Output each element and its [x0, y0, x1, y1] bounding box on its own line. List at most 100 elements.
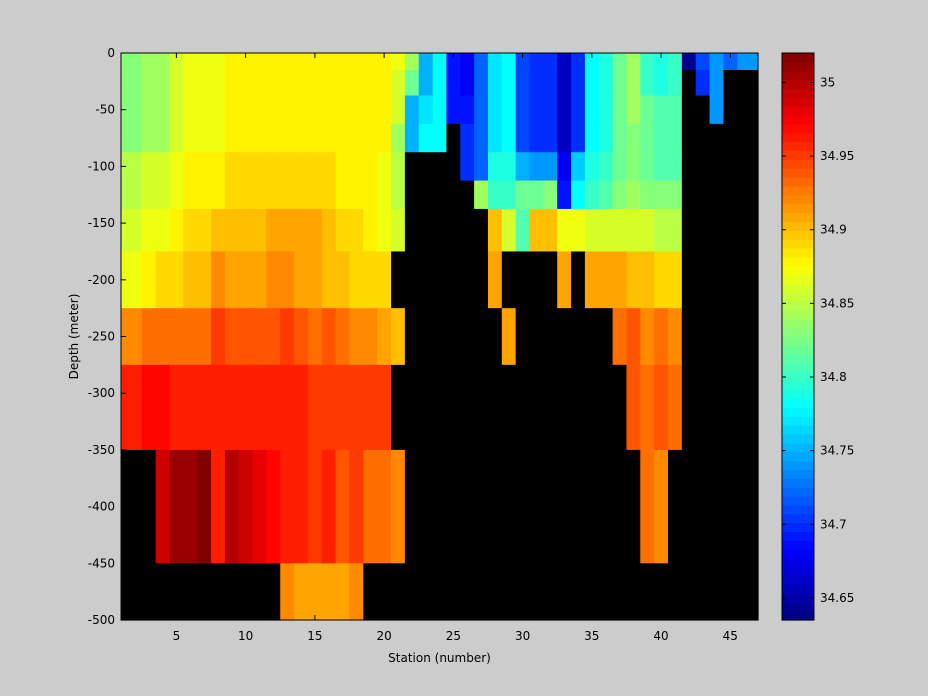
heatmap-cell — [543, 308, 558, 366]
colorbar-segment — [782, 531, 814, 541]
heatmap-cell — [598, 449, 614, 564]
heatmap-cell — [321, 449, 337, 564]
heatmap-cell — [460, 70, 475, 97]
heatmap-cell — [695, 308, 711, 366]
heatmap-cell — [183, 53, 198, 71]
heatmap-cell — [654, 449, 669, 564]
heatmap-cell — [460, 53, 475, 71]
heatmap-cell — [418, 308, 434, 366]
heatmap-cell — [349, 53, 364, 71]
x-tick-label: 35 — [584, 629, 599, 643]
heatmap-cell — [211, 70, 226, 97]
heatmap-cell — [121, 208, 129, 253]
heatmap-cell — [183, 95, 198, 125]
heatmap-cell — [751, 53, 759, 71]
heatmap-cell — [294, 208, 309, 253]
heatmap-cell — [446, 95, 461, 125]
heatmap-cell — [294, 251, 309, 309]
heatmap-cell — [183, 152, 198, 182]
heatmap-cell — [681, 208, 697, 253]
heatmap-cell — [667, 123, 683, 153]
colorbar-segment — [782, 177, 814, 187]
heatmap-cell — [335, 449, 351, 564]
heatmap-cell — [404, 364, 420, 451]
heatmap-cell — [321, 251, 337, 309]
heatmap-cell — [377, 364, 392, 451]
heatmap-cell — [377, 152, 392, 182]
heatmap-cell — [363, 123, 378, 153]
heatmap-cell — [197, 53, 212, 71]
heatmap-cell — [626, 251, 641, 309]
heatmap-cell — [557, 180, 572, 210]
colorbar-segment — [782, 557, 814, 568]
heatmap-cell — [515, 208, 531, 253]
heatmap-cell — [681, 308, 697, 366]
heatmap-cell — [280, 180, 295, 210]
heatmap-cell — [612, 180, 628, 210]
heatmap-cell — [446, 308, 461, 366]
y-tick-label: -450 — [88, 556, 115, 570]
heatmap-cell — [252, 53, 267, 71]
heatmap-cell — [640, 123, 655, 153]
heatmap-cell — [584, 180, 600, 210]
heatmap-cell — [141, 563, 157, 621]
heatmap-cell — [487, 53, 503, 71]
heatmap-cell — [141, 95, 157, 125]
heatmap-cell — [474, 563, 489, 621]
heatmap-cell — [335, 53, 351, 71]
heatmap-cell — [349, 123, 364, 153]
heatmap-cell — [515, 364, 531, 451]
heatmap-cell — [335, 180, 351, 210]
heatmap-cell — [349, 563, 364, 621]
heatmap-cell — [321, 152, 337, 182]
heatmap-cell — [266, 152, 281, 182]
heatmap-cell — [391, 449, 406, 564]
heatmap-cell — [737, 449, 752, 564]
colorbar-tick-label: 34.65 — [820, 591, 854, 605]
heatmap-cell — [238, 70, 254, 97]
colorbar-segment — [782, 79, 814, 90]
heatmap-cell — [695, 53, 711, 71]
heatmap-cell — [266, 95, 281, 125]
heatmap-cell — [695, 123, 711, 153]
colorbar-segment — [782, 203, 814, 214]
heatmap-cell — [280, 70, 295, 97]
heatmap-cell — [307, 53, 323, 71]
heatmap-cell — [197, 364, 212, 451]
heatmap-cell — [307, 95, 323, 125]
heatmap-cell — [169, 251, 184, 309]
heatmap-cell — [501, 180, 517, 210]
heatmap-cell — [667, 95, 683, 125]
heatmap-cell — [266, 180, 281, 210]
colorbar-segment — [782, 504, 814, 515]
heatmap-cell — [751, 563, 759, 621]
heatmap-cell — [252, 449, 267, 564]
heatmap-cell — [377, 180, 392, 210]
heatmap-cell — [626, 308, 641, 366]
heatmap-cell — [349, 308, 364, 366]
heatmap-cell — [695, 208, 711, 253]
colorbar-segment — [782, 185, 814, 196]
heatmap-cell — [460, 95, 475, 125]
heatmap-cell — [571, 308, 586, 366]
colorbar-tick-label: 35 — [820, 75, 835, 89]
colorbar-segment — [782, 487, 814, 497]
heatmap-cell — [723, 251, 738, 309]
heatmap-cell — [404, 449, 420, 564]
y-tick-label: -200 — [88, 273, 115, 287]
heatmap-cell — [737, 563, 752, 621]
heatmap-cell — [335, 95, 351, 125]
heatmap-cell — [121, 123, 129, 153]
heatmap-cell — [446, 123, 461, 153]
heatmap-cell — [681, 123, 697, 153]
heatmap-cell — [391, 180, 406, 210]
colorbar-segment — [782, 292, 814, 302]
heatmap-cell — [127, 563, 143, 621]
y-tick-label: -400 — [88, 500, 115, 514]
heatmap-cell — [626, 449, 641, 564]
heatmap-cell — [280, 53, 295, 71]
heatmap-cell — [474, 70, 489, 97]
heatmap-cell — [321, 308, 337, 366]
heatmap-cell — [280, 95, 295, 125]
